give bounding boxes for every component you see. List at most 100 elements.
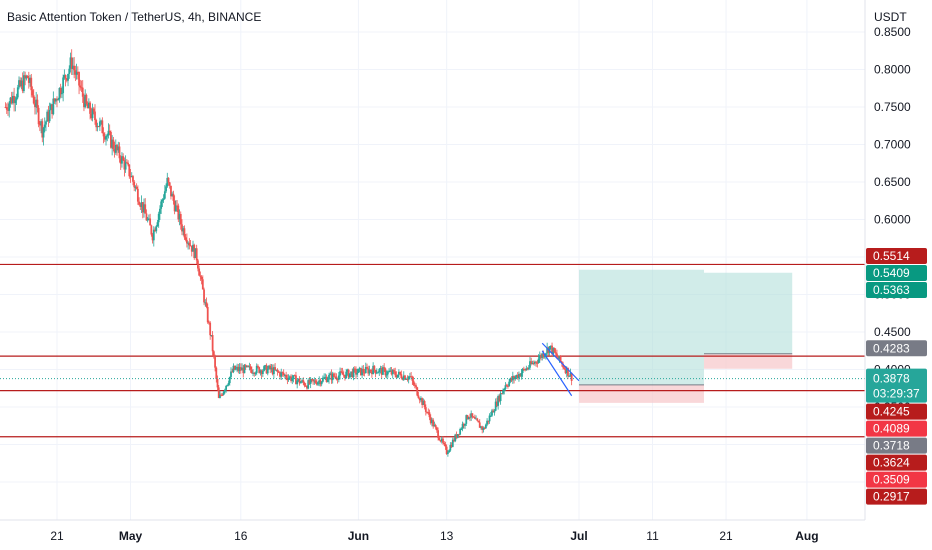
candle-body xyxy=(149,218,152,226)
candle-body xyxy=(497,396,500,406)
candle-body xyxy=(529,361,531,368)
candle-body xyxy=(272,367,275,375)
candle-body xyxy=(247,365,250,367)
descending-channel[interactable] xyxy=(541,342,580,397)
candle-body xyxy=(335,376,338,379)
price-tag xyxy=(866,420,927,437)
candle-body xyxy=(15,97,18,101)
candle-body xyxy=(211,335,214,352)
price-tag xyxy=(866,454,927,471)
candle-body xyxy=(373,365,376,371)
candle-body xyxy=(353,368,356,370)
candle-body xyxy=(543,355,546,358)
candle-body xyxy=(161,199,164,202)
candle-body xyxy=(293,375,296,377)
price-tag xyxy=(866,471,927,488)
candle-body xyxy=(499,393,502,402)
time-tick-label: 21 xyxy=(719,529,733,543)
candle-body xyxy=(65,78,68,81)
candle-body xyxy=(438,437,441,441)
candle-body xyxy=(53,98,56,102)
candle-body xyxy=(255,365,258,373)
position-zones[interactable] xyxy=(579,269,793,403)
candle-body xyxy=(486,420,488,425)
price-tag-label: 0.3624 xyxy=(873,456,910,470)
candle-body xyxy=(232,365,235,372)
candle-body xyxy=(181,224,183,232)
candle-body xyxy=(330,373,333,381)
candle-body xyxy=(62,77,65,94)
candle-body xyxy=(358,367,361,369)
candle-body xyxy=(173,200,176,212)
candle-body xyxy=(312,379,314,381)
candle-body xyxy=(231,371,234,373)
candle-body xyxy=(553,347,556,353)
candle-body xyxy=(261,370,264,374)
candle-body xyxy=(13,95,16,104)
candle-body xyxy=(337,375,340,380)
candle-body xyxy=(362,368,365,373)
candle-body xyxy=(469,417,471,419)
candle-body xyxy=(203,289,205,303)
candle-body xyxy=(299,382,302,384)
candle-body xyxy=(564,368,567,374)
candle-body xyxy=(527,367,530,369)
candle-body xyxy=(271,367,274,375)
candle-body xyxy=(94,111,96,121)
time-tick-label: May xyxy=(119,529,143,543)
price-tick-label: 0.4500 xyxy=(874,325,911,339)
candle-body xyxy=(435,427,438,431)
candle-body xyxy=(297,378,300,381)
candle-body xyxy=(244,365,247,367)
candle-body xyxy=(18,80,20,88)
candle-body xyxy=(394,371,397,376)
candle-body xyxy=(456,434,459,438)
candle-body xyxy=(52,98,55,115)
candle-body xyxy=(276,369,279,372)
candle-body xyxy=(483,428,486,430)
candle-body xyxy=(20,80,23,87)
candle-body xyxy=(32,95,35,104)
candle-body xyxy=(455,434,458,438)
candle-body xyxy=(464,423,466,426)
candle-body xyxy=(96,126,99,128)
candle-body xyxy=(514,377,517,380)
candle-body xyxy=(260,370,263,374)
candle-body xyxy=(74,70,77,75)
horizontal-levels[interactable] xyxy=(0,263,865,438)
candle-body xyxy=(134,186,137,188)
candle-body xyxy=(254,372,257,374)
candle-body xyxy=(339,371,341,376)
candle-body xyxy=(476,418,479,421)
candle-body xyxy=(480,426,482,428)
candle-body xyxy=(139,204,142,207)
candle-body xyxy=(473,417,476,419)
candle-body xyxy=(533,361,536,364)
candle-body xyxy=(171,193,174,197)
candle-body xyxy=(123,160,126,170)
current-price-value: 0.3878 xyxy=(873,372,910,386)
candle-body xyxy=(57,99,60,101)
candle-body xyxy=(225,385,227,390)
candle-body xyxy=(108,130,111,132)
candle-body xyxy=(285,374,288,378)
candle-body xyxy=(320,381,323,385)
candle-body xyxy=(567,367,569,376)
candle-body xyxy=(81,87,84,97)
candle-body xyxy=(492,410,495,413)
candle-body xyxy=(250,369,253,374)
candle-body xyxy=(141,202,144,213)
time-axis-bg[interactable] xyxy=(0,520,932,550)
candle-body xyxy=(246,365,248,367)
candle-body xyxy=(390,370,393,375)
candle-body xyxy=(221,394,224,396)
candle-body xyxy=(412,380,415,385)
candle-body xyxy=(21,80,24,92)
candle-body xyxy=(172,193,175,201)
price-tag xyxy=(866,247,927,264)
candle-body xyxy=(378,369,381,373)
candle-body xyxy=(112,139,115,149)
candle-body xyxy=(121,156,123,164)
candle-body xyxy=(317,382,319,385)
